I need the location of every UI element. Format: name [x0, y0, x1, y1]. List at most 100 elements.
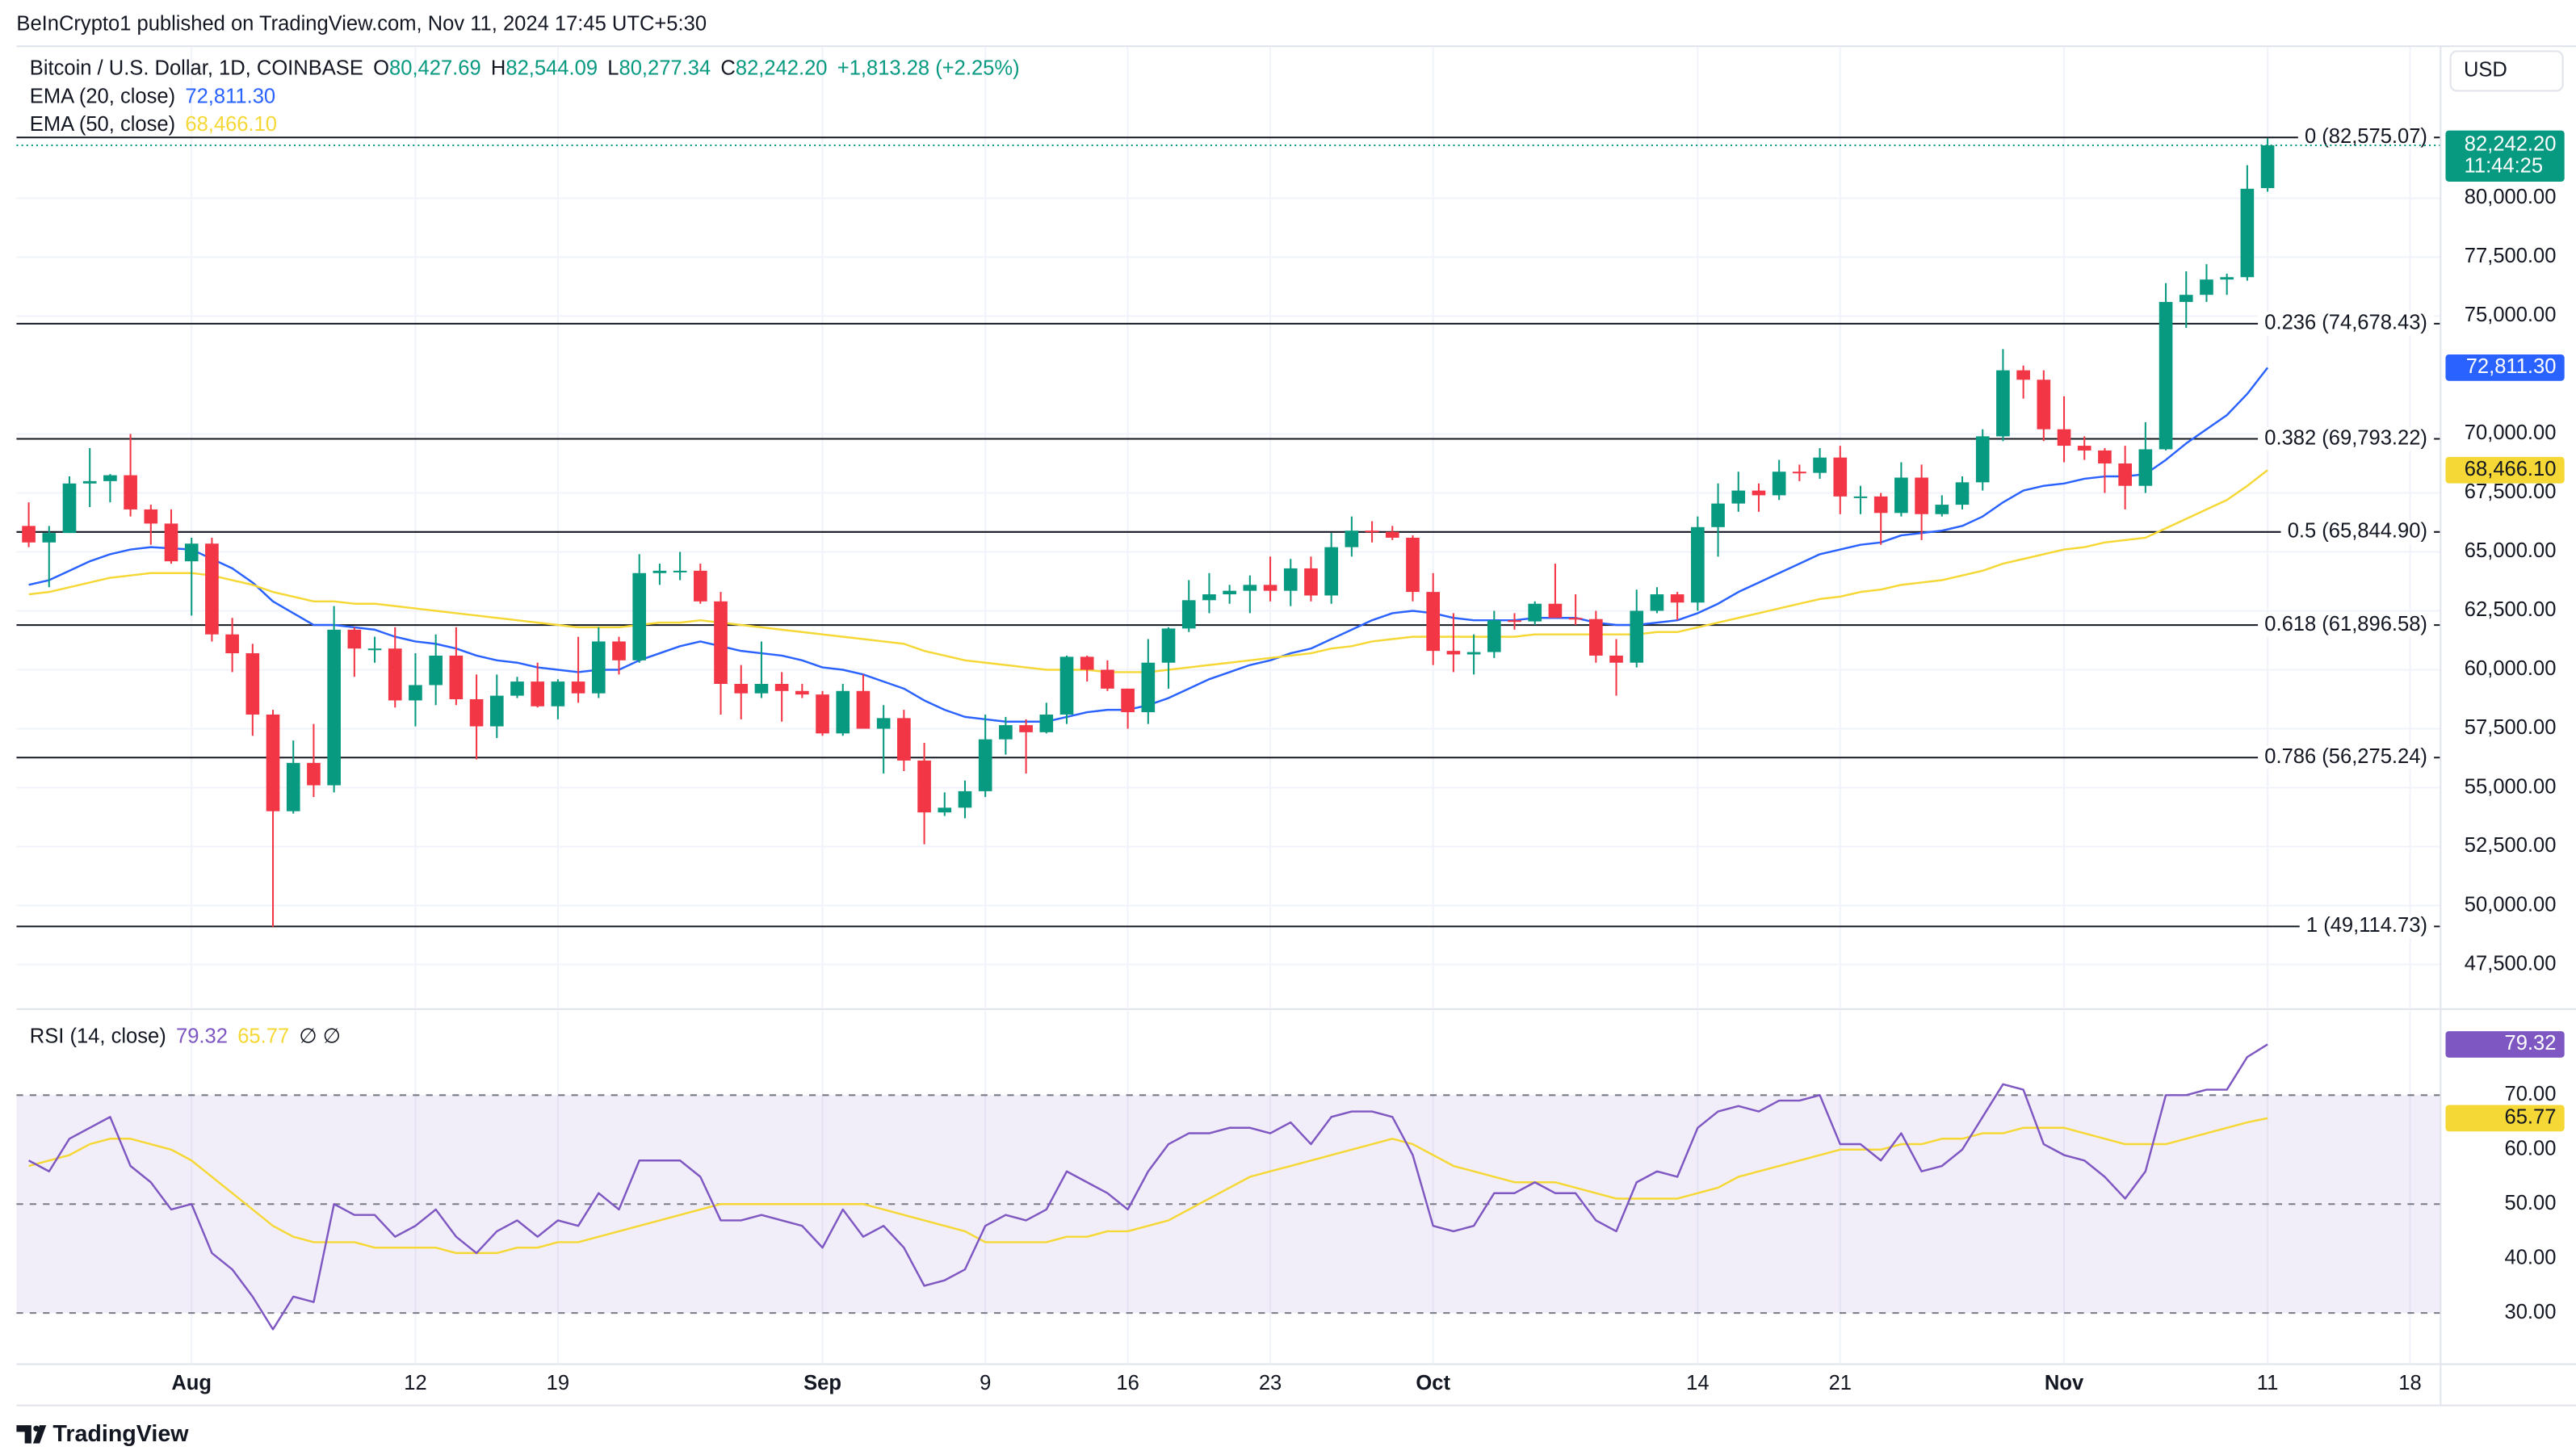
- candle-body: [1263, 585, 1278, 591]
- candle-body: [591, 641, 606, 694]
- candle-body: [286, 762, 300, 811]
- candle-body: [1283, 568, 1298, 591]
- value-badge: [2445, 1031, 2565, 1058]
- x-tick-label: 21: [1829, 1372, 1852, 1394]
- candle-body: [1141, 662, 1156, 713]
- candle-body: [1202, 594, 1216, 601]
- candle-body: [1304, 568, 1318, 596]
- layer-grid: [16, 46, 2441, 1365]
- y-tick-label: 50.00: [2505, 1192, 2557, 1214]
- candle-body: [1324, 547, 1338, 596]
- x-tick-label: 23: [1259, 1372, 1282, 1394]
- candle-body: [1406, 537, 1420, 593]
- legend-text: 79.32: [176, 1025, 228, 1047]
- legend-text: Bitcoin / U.S. Dollar, 1D, COINBASE: [30, 57, 363, 80]
- y-tick-label: 50,000.00: [2465, 893, 2557, 916]
- candle-body: [551, 681, 565, 707]
- publisher-note: BeInCrypto1 published on TradingView.com…: [16, 12, 707, 35]
- candle-body: [62, 483, 77, 534]
- fib-label-bg: [2299, 915, 2435, 938]
- legend-text: ∅ ∅: [299, 1025, 341, 1047]
- x-tick-label: Nov: [2045, 1372, 2084, 1394]
- fib-level-label: 0.618 (61,896.58): [2264, 613, 2427, 635]
- rsi-band: [16, 1095, 2441, 1314]
- y-tick-label: 75,000.00: [2465, 304, 2557, 326]
- candle-body: [2016, 370, 2030, 380]
- legend-text: 65.77: [237, 1025, 289, 1047]
- candle-body: [1466, 652, 1481, 655]
- candle-body: [409, 685, 422, 701]
- candle-body: [917, 760, 931, 813]
- currency-button[interactable]: [2449, 50, 2564, 92]
- candle-body: [1345, 530, 1359, 547]
- fib-label-bg: [2258, 312, 2435, 336]
- candle-body: [1426, 592, 1441, 652]
- candle-body: [2057, 429, 2071, 447]
- candle-body: [632, 572, 647, 660]
- y-tick-label: 65,000.00: [2465, 539, 2557, 562]
- candle-body: [367, 648, 382, 651]
- layer-candles: [16, 138, 2441, 927]
- candle-body: [1080, 656, 1094, 670]
- legend-text: 80,427.69: [389, 57, 481, 80]
- candle-body: [1772, 472, 1786, 496]
- candle-body: [2200, 279, 2213, 296]
- candle-body: [571, 681, 585, 694]
- candle-body: [2037, 379, 2051, 430]
- tradingview-logo: [16, 1425, 47, 1444]
- candle-body: [734, 684, 749, 694]
- candle-body: [795, 690, 809, 695]
- fib-level-label: 0.236 (74,678.43): [2264, 312, 2427, 334]
- x-tick-label: 11: [2257, 1372, 2279, 1394]
- candle-body: [2220, 277, 2234, 280]
- candle-body: [774, 684, 789, 691]
- candle-body: [612, 641, 626, 660]
- candle-body: [1915, 477, 1928, 514]
- candle-body: [2138, 449, 2153, 486]
- candle-body: [1528, 603, 1542, 622]
- legend-text: C: [720, 57, 735, 80]
- candle-body: [327, 629, 341, 786]
- x-tick-label: 14: [1686, 1372, 1709, 1394]
- legend-text: H: [491, 57, 506, 80]
- fib-level-label: 0.5 (65,844.90): [2288, 520, 2427, 543]
- candle-body: [2179, 295, 2193, 302]
- x-tick-label: 12: [404, 1372, 426, 1394]
- candle-body: [42, 533, 57, 543]
- candle-body: [978, 739, 992, 791]
- candle-body: [694, 570, 707, 602]
- value-badge: [2445, 1105, 2565, 1132]
- layer-frame: [16, 45, 2576, 1407]
- candle-body: [999, 725, 1013, 740]
- candle-body: [1365, 530, 1379, 533]
- candle-body: [124, 475, 137, 509]
- candle-body: [1019, 725, 1033, 732]
- candle-body: [1691, 526, 1705, 603]
- candle-body: [388, 648, 402, 701]
- candle-body: [266, 714, 280, 811]
- candle-body: [1833, 457, 1848, 497]
- candle-body: [714, 601, 728, 685]
- legend-text: RSI (14, close): [30, 1025, 166, 1047]
- value-badge-label: 79.32: [2505, 1032, 2557, 1055]
- candle-body: [1243, 585, 1257, 591]
- candle-body: [82, 480, 97, 484]
- layer-fib: 0 (82,575.07) 0.236 (74,678.43) 0.382 (69,…: [16, 125, 2441, 938]
- candle-body: [184, 543, 199, 562]
- candle-body: [1975, 436, 1990, 483]
- fib-label-bg: [2258, 613, 2435, 637]
- candle-body: [2260, 145, 2275, 188]
- layer-axis: Aug 12 19 Sep 9 16 23 Oct 14 21 Nov 11 18 47,500.00 50…: [171, 130, 2565, 1394]
- value-badge-label: 72,811.30: [2466, 355, 2557, 378]
- fib-level-label: 0.382 (69,793.22): [2264, 426, 2427, 449]
- candle-body: [103, 475, 117, 481]
- candle-body: [449, 655, 464, 699]
- candle-body: [1711, 503, 1725, 527]
- legend-text: L: [607, 57, 619, 80]
- countdown-label: 11:44:25: [2465, 154, 2544, 177]
- candle-body: [856, 690, 871, 729]
- candle-body: [836, 690, 850, 734]
- currency-label: USD: [2464, 59, 2507, 82]
